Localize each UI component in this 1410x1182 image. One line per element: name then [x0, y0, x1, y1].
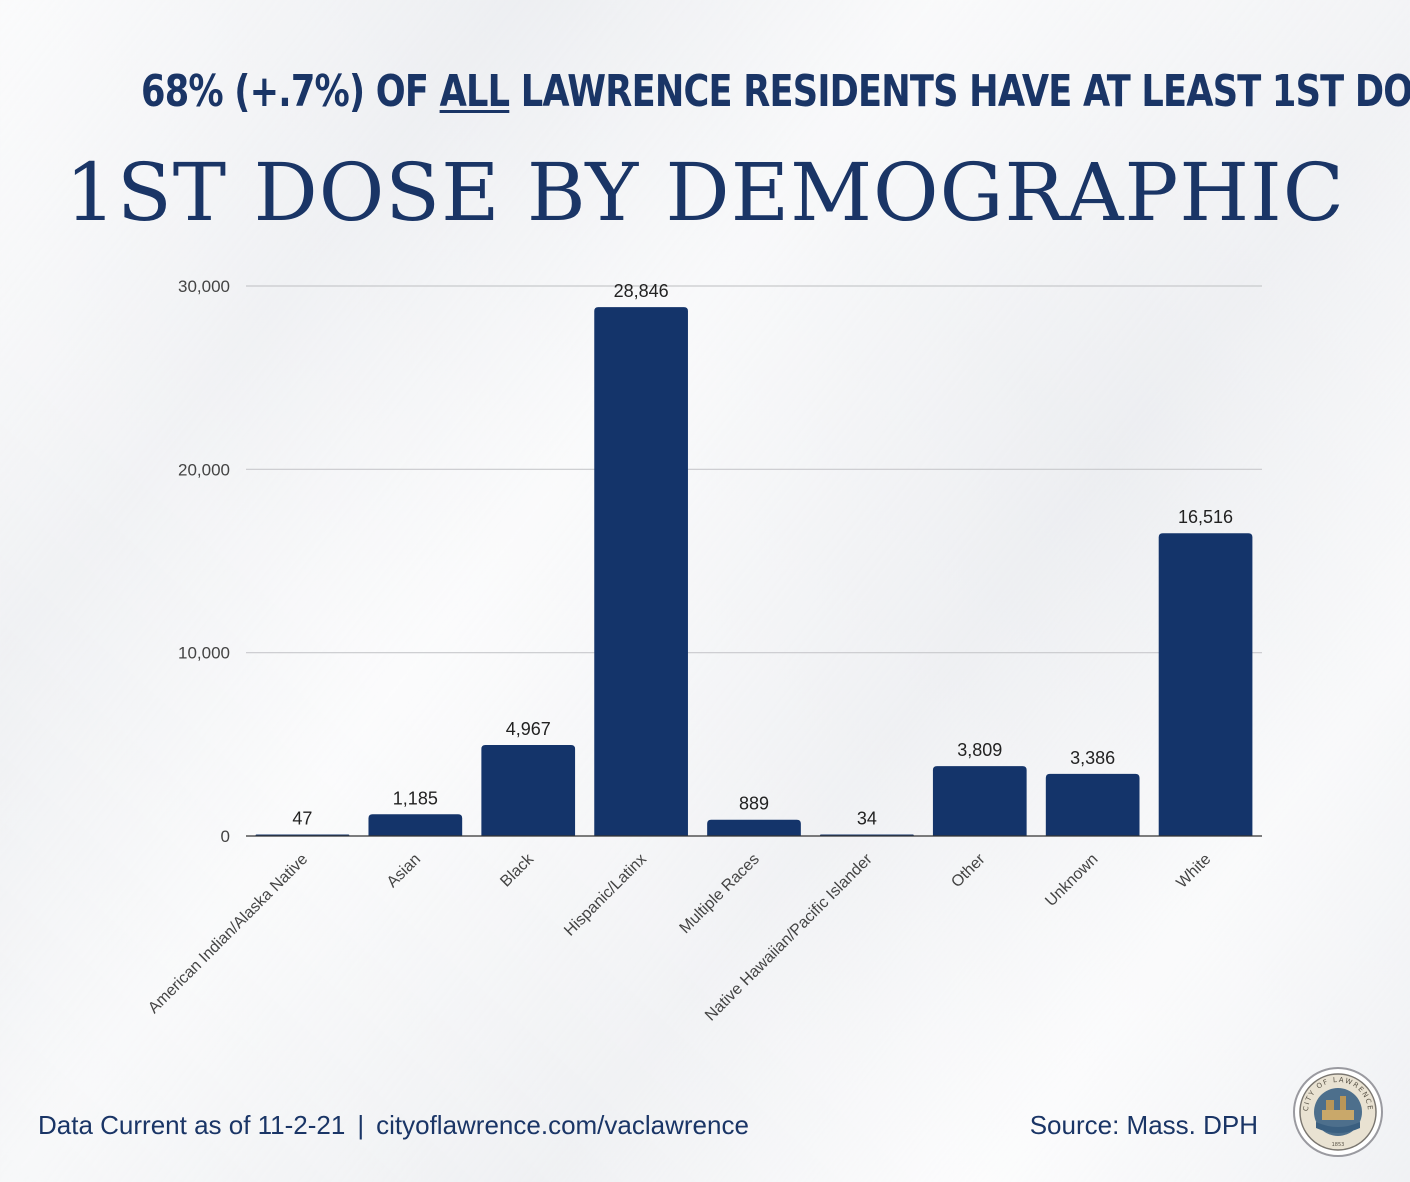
- bar: [1045, 773, 1140, 836]
- seal-year: 1853: [1332, 1142, 1345, 1148]
- bar-chart: 0 10,000 20,000 30,000 47 American Indian/Ala…: [145, 277, 1262, 1024]
- bar-value-label: 47: [292, 809, 312, 829]
- headline-emphasis: ALL: [439, 66, 511, 117]
- chart-title: 1ST DOSE BY DEMOGRAPHIC: [65, 146, 1345, 239]
- headline-pre: 68% (+.7%) OF: [141, 66, 440, 117]
- source-text: Source: Mass. DPH: [1029, 1110, 1258, 1140]
- bar: [481, 744, 576, 836]
- bar-value-label: 34: [857, 809, 877, 829]
- x-tick-label: Hispanic/Latinx: [561, 851, 650, 940]
- website-link[interactable]: cityoflawrence.com/vaclawrence: [376, 1110, 749, 1140]
- y-tick-label: 30,000: [178, 277, 230, 296]
- bar-value-label: 3,809: [957, 740, 1002, 760]
- bar-value-label: 4,967: [506, 719, 551, 739]
- x-tick-label: American Indian/Alaska Native: [145, 851, 311, 1017]
- bar-value-label: 3,386: [1070, 748, 1115, 768]
- x-tick-label: Asian: [384, 851, 424, 891]
- x-tick-label: White: [1173, 851, 1214, 892]
- footer-separator: |: [357, 1110, 365, 1140]
- bar: [932, 766, 1027, 836]
- bar-value-label: 1,185: [393, 788, 438, 808]
- city-seal-icon: CITY OF LAWRENCE 1853: [1293, 1067, 1383, 1157]
- bar-value-label: 28,846: [614, 281, 669, 301]
- x-tick-label: Black: [497, 850, 537, 890]
- y-tick-label: 20,000: [178, 460, 230, 479]
- y-tick-label: 0: [221, 827, 230, 846]
- bar: [1158, 533, 1253, 836]
- bar: [594, 307, 688, 836]
- bar: [368, 814, 463, 836]
- x-tick-label: Other: [948, 850, 989, 891]
- bar: [707, 819, 801, 836]
- x-tick-label: Multiple Races: [677, 851, 763, 937]
- headline: 68% (+.7%) OF ALL LAWRENCE RESIDENTS HAV…: [141, 60, 1410, 124]
- footer-left: Data Current as of 11-2-21 | cityoflawrenc…: [38, 1110, 749, 1141]
- bar-value-label: 889: [739, 794, 769, 814]
- data-current-text: Data Current as of 11-2-21: [38, 1110, 346, 1140]
- y-tick-label: 10,000: [178, 644, 230, 663]
- headline-post: LAWRENCE RESIDENTS HAVE AT LEAST 1ST DOS…: [509, 66, 1410, 117]
- x-tick-label: Unknown: [1042, 851, 1101, 910]
- bar-value-label: 16,516: [1178, 507, 1233, 527]
